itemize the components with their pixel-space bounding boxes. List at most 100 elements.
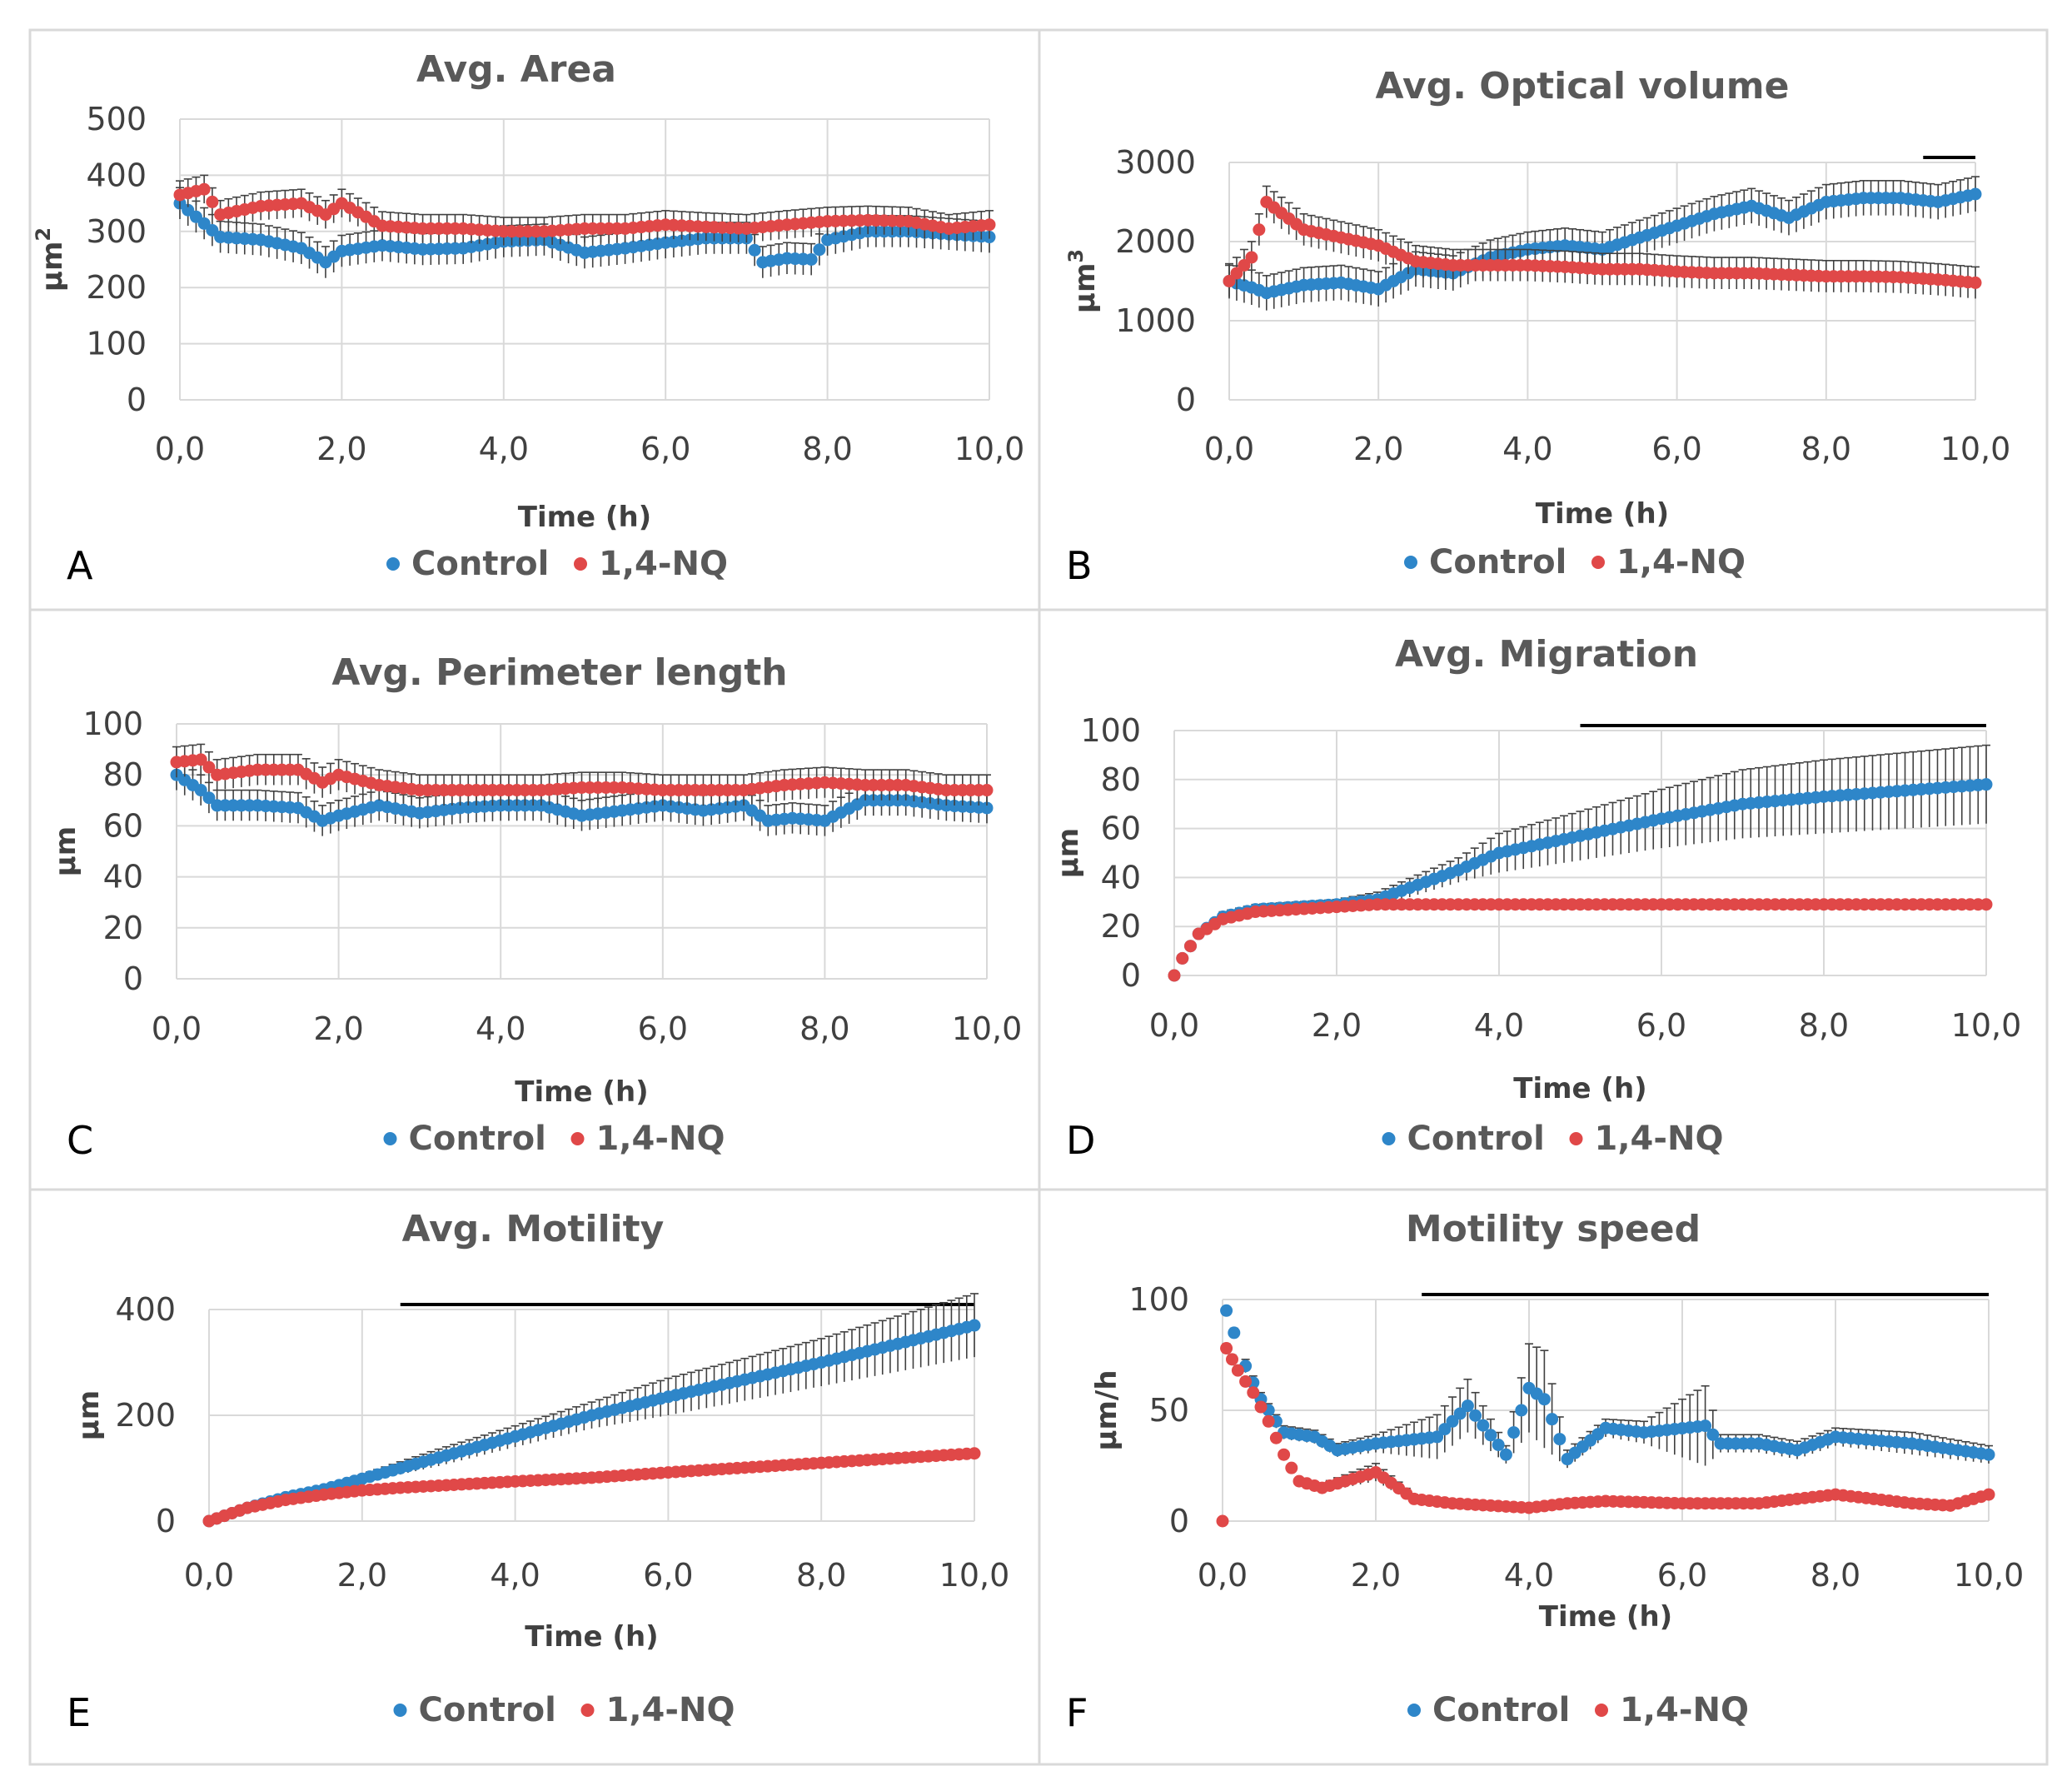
y-tick-label: 60: [103, 807, 143, 844]
data-point: [983, 218, 996, 232]
x-tick-label: 10,0: [954, 431, 1025, 467]
x-tick-label: 0,0: [184, 1557, 234, 1594]
data-point: [1245, 251, 1258, 264]
x-tick-label: 10,0: [952, 1010, 1023, 1047]
data-point: [1546, 1413, 1559, 1426]
legend-label-nq: 1,4-NQ: [606, 1691, 735, 1729]
data-point: [1184, 940, 1197, 953]
x-tick-label: 6,0: [1651, 431, 1701, 467]
chart-panel-B: Avg. Optical volume 0,0 2,0 4,0 6,0 8,0 10,0 0 1…: [1064, 65, 2010, 588]
y-axis-label: µm: [1052, 828, 1085, 878]
legend: Control 1,4-NQ: [393, 1691, 735, 1729]
x-tick-label: 10,0: [939, 1557, 1010, 1594]
data-point: [1453, 1407, 1467, 1420]
x-tick-label: 4,0: [1502, 431, 1552, 467]
y-tick-label: 80: [103, 756, 143, 793]
data-point: [1553, 1433, 1566, 1446]
y-tick-label: 0: [156, 1503, 176, 1539]
data-point: [1469, 1409, 1482, 1422]
legend-marker-control: [386, 557, 400, 571]
data-point: [1231, 1364, 1244, 1377]
series-control: [202, 1293, 981, 1528]
data-point: [1228, 1326, 1241, 1340]
legend-marker-nq: [1569, 1132, 1583, 1145]
data-point: [1982, 1448, 1995, 1461]
data-point: [194, 753, 207, 766]
legend: Control 1,4-NQ: [1382, 1120, 1724, 1158]
y-tick-label: 80: [1101, 761, 1141, 798]
series-nq: [1216, 1342, 1995, 1528]
x-tick-label: 8,0: [1811, 1557, 1860, 1594]
x-tick-label: 6,0: [640, 431, 690, 467]
x-tick-label: 10,0: [1940, 431, 2011, 467]
legend-label-control: Control: [1429, 543, 1566, 581]
legend-label-nq: 1,4-NQ: [599, 545, 728, 583]
panel-letter: A: [67, 543, 93, 588]
y-tick-label: 200: [115, 1397, 176, 1434]
data-point: [1254, 1400, 1268, 1414]
data-point: [1253, 223, 1266, 237]
data-point: [1477, 1419, 1490, 1432]
x-tick-label: 4,0: [476, 1010, 525, 1047]
data-point: [1176, 951, 1189, 965]
data-point: [1461, 1399, 1474, 1413]
legend-marker-nq: [580, 1704, 595, 1717]
x-tick-label: 4,0: [479, 431, 529, 467]
data-point: [197, 182, 211, 196]
legend-label-nq: 1,4-NQ: [1595, 1120, 1724, 1158]
data-point: [194, 784, 207, 797]
x-tick-label: 4,0: [1474, 1007, 1524, 1044]
y-tick-label: 0: [1176, 382, 1196, 418]
chart-panel-D: Avg. Migration 0,0 2,0 4,0 6,0 8,0 10,0 0 20 40 60…: [1052, 633, 2021, 1163]
data-point: [1537, 1393, 1551, 1406]
legend: Control 1,4-NQ: [1404, 543, 1746, 581]
data-point: [206, 195, 219, 208]
legend-label-control: Control: [1407, 1120, 1545, 1158]
panel-letter: E: [67, 1690, 91, 1735]
legend-marker-control: [1407, 1704, 1421, 1717]
data-point: [1438, 1423, 1452, 1436]
x-tick-label: 4,0: [1504, 1557, 1554, 1594]
data-point: [1507, 1426, 1521, 1439]
x-tick-label: 8,0: [1801, 431, 1851, 467]
data-point: [1980, 778, 1993, 791]
x-axis-label: Time (h): [518, 501, 651, 534]
data-point: [1220, 1342, 1233, 1355]
y-axis-label: µm: [49, 826, 82, 876]
chart-title: Avg. Area: [416, 48, 616, 91]
data-point: [980, 784, 994, 797]
y-tick-label: 200: [86, 269, 147, 306]
chart-title: Avg. Optical volume: [1376, 65, 1790, 107]
panel-letter: F: [1066, 1690, 1088, 1735]
data-point: [748, 243, 761, 257]
panel-frames: [28, 28, 2049, 1766]
data-point: [1492, 1438, 1505, 1451]
y-axis-label: µm: [72, 1390, 106, 1440]
legend-marker-control: [393, 1704, 407, 1717]
chart-panel-A: Avg. Area 0,0 2,0 4,0 6,0 8,0 10,0 0 100 200 300 40…: [32, 48, 1024, 588]
y-tick-label: 100: [1080, 712, 1141, 749]
data-point: [804, 253, 818, 266]
y-axis-label-superscript: 2: [32, 227, 55, 242]
x-tick-label: 6,0: [1657, 1557, 1707, 1594]
data-point: [1247, 1386, 1260, 1399]
series-control: [1220, 1304, 1995, 1469]
chart-title: Avg. Motility: [402, 1208, 665, 1250]
x-tick-label: 6,0: [643, 1557, 693, 1594]
x-tick-label: 8,0: [1799, 1007, 1849, 1044]
series-nq: [173, 174, 996, 246]
legend-marker-nq: [1591, 556, 1605, 569]
legend-label-nq: 1,4-NQ: [1620, 1691, 1749, 1729]
y-tick-label: 100: [86, 326, 147, 362]
y-tick-label: 100: [82, 706, 143, 742]
series-control: [1168, 744, 1993, 982]
data-point: [1239, 1374, 1253, 1388]
series-control: [170, 759, 994, 836]
data-point: [1484, 1429, 1497, 1442]
data-point: [1969, 276, 1982, 289]
x-tick-label: 2,0: [337, 1557, 387, 1594]
legend-label-nq: 1,4-NQ: [596, 1120, 725, 1158]
y-axis-label-superscript: 3: [1064, 249, 1088, 263]
chart-panel-F: Motility speed 0,0 2,0 4,0 6,0 8,0 10,0 0 50 100 µ…: [1066, 1208, 2024, 1735]
